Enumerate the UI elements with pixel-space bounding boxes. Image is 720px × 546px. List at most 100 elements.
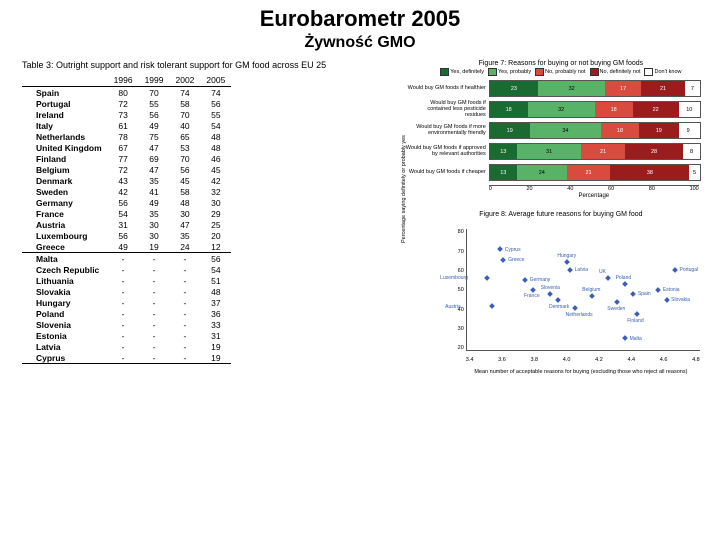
table-row: Malta---56	[22, 253, 231, 265]
scatter-label: Germany	[530, 277, 551, 283]
fig8-yticks: 80706050403020	[446, 229, 464, 351]
scatter-point	[564, 259, 570, 265]
scatter-point	[531, 287, 537, 293]
scatter-label: Slovakia	[671, 297, 690, 303]
scatter-point	[567, 267, 573, 273]
legend-item: Yes, probably	[488, 68, 531, 76]
figure-7: Figure 7: Reasons for buying or not buyi…	[406, 60, 716, 199]
scatter-label: Finland	[627, 318, 643, 324]
main-title: Eurobarometr 2005	[0, 6, 720, 32]
scatter-label: Greece	[508, 257, 524, 263]
table-header: 2005	[200, 74, 231, 87]
data-table: 1996199920022005 Spain80707474Portugal72…	[22, 74, 231, 364]
figure-8: Figure 8: Average future reasons for buy…	[406, 211, 716, 375]
table-row: Italy61494054	[22, 120, 231, 131]
table-header: 2002	[169, 74, 200, 87]
scatter-point	[664, 297, 670, 303]
fig7-xaxis: 020406080100	[489, 185, 699, 192]
table-header: 1996	[108, 74, 139, 87]
fig7-xlabel: Percentage	[489, 193, 699, 199]
scatter-point	[630, 291, 636, 297]
scatter-point	[501, 257, 507, 263]
table-header	[22, 74, 108, 87]
scatter-point	[614, 299, 620, 305]
scatter-point	[605, 275, 611, 281]
fig8-xticks: 3.43.63.84.04.24.44.64.8	[466, 357, 700, 363]
table-row: Netherlands78756548	[22, 131, 231, 142]
scatter-label: Slovenia	[541, 285, 560, 291]
table-row: Lithuania---51	[22, 275, 231, 286]
scatter-point	[622, 281, 628, 287]
table-row: Luxembourg56303520	[22, 230, 231, 241]
table-row: Spain80707474	[22, 87, 231, 99]
legend-item: No, definitely not	[590, 68, 641, 76]
table-row: Slovakia---48	[22, 286, 231, 297]
scatter-point	[572, 305, 578, 311]
table-row: Sweden42415832	[22, 186, 231, 197]
scatter-point	[655, 287, 661, 293]
scatter-point	[484, 275, 490, 281]
scatter-label: France	[524, 293, 540, 299]
table-row: Poland---36	[22, 308, 231, 319]
scatter-point	[489, 303, 495, 309]
scatter-label: Malta	[630, 336, 642, 342]
hbar-row: Would buy GM foods if healthier233217217	[406, 80, 706, 97]
fig7-legend: Yes, definitely Yes, probably No, probably…	[406, 68, 716, 76]
table-row: Estonia---31	[22, 330, 231, 341]
scatter-label: Luxembourg	[440, 275, 468, 281]
fig7-bars: Would buy GM foods if healthier233217217…	[406, 80, 706, 181]
scatter-point	[522, 277, 528, 283]
scatter-label: Poland	[616, 275, 632, 281]
scatter-label: Austria	[445, 304, 461, 310]
scatter-label: Belgium	[582, 287, 600, 293]
fig8-title: Figure 8: Average future reasons for buy…	[406, 211, 716, 218]
scatter-label: Estonia	[663, 287, 680, 293]
table-row: Slovenia---33	[22, 319, 231, 330]
table-row: Cyprus---19	[22, 352, 231, 364]
scatter-label: UK	[599, 269, 606, 275]
hbar-row: Would buy GM foods if approved by releva…	[406, 143, 706, 160]
fig8-plot: LuxembourgAustriaCyprusGreeceGermanyFran…	[466, 229, 700, 351]
table-row: Ireland73567055	[22, 109, 231, 120]
legend-item: Don't know	[644, 68, 681, 76]
table-row: Austria31304725	[22, 219, 231, 230]
table-row: Belgium72475645	[22, 164, 231, 175]
legend-item: Yes, definitely	[440, 68, 484, 76]
scatter-point	[547, 291, 553, 297]
scatter-label: Latvia	[575, 267, 588, 273]
table-row: Denmark43354542	[22, 175, 231, 186]
scatter-label: Denmark	[549, 304, 569, 310]
table-caption: Table 3: Outright support and risk toler…	[22, 60, 400, 70]
scatter-point	[497, 247, 503, 253]
hbar-row: Would buy GM foods if more environmental…	[406, 122, 706, 139]
fig8-ylabel: Percentage saying definitely or probably…	[401, 135, 407, 243]
table-row: France54353029	[22, 208, 231, 219]
table-row: Greece49192412	[22, 241, 231, 253]
subtitle: Żywność GMO	[0, 34, 720, 52]
scatter-label: Cyprus	[505, 247, 521, 253]
table-row: United Kingdom67475348	[22, 142, 231, 153]
scatter-label: Sweden	[607, 306, 625, 312]
scatter-point	[622, 335, 628, 341]
scatter-point	[589, 293, 595, 299]
table-row: Latvia---19	[22, 341, 231, 352]
scatter-label: Hungary	[557, 253, 576, 259]
table-row: Czech Republic---54	[22, 264, 231, 275]
scatter-point	[672, 267, 678, 273]
fig8-xlabel: Mean number of acceptable reasons for bu…	[406, 369, 716, 375]
hbar-row: Would buy GM foods if cheaper132421385	[406, 164, 706, 181]
table-row: Finland77697046	[22, 153, 231, 164]
scatter-label: Portugal	[679, 267, 698, 273]
legend-item: No, probably not	[535, 68, 585, 76]
scatter-label: Spain	[638, 291, 651, 297]
table-row: Portugal72555856	[22, 98, 231, 109]
table-row: Hungary---37	[22, 297, 231, 308]
fig7-title: Figure 7: Reasons for buying or not buyi…	[406, 60, 716, 67]
table-header: 1999	[139, 74, 170, 87]
table-row: Germany56494830	[22, 197, 231, 208]
scatter-point	[634, 311, 640, 317]
scatter-label: Netherlands	[566, 312, 593, 318]
scatter-point	[555, 297, 561, 303]
hbar-row: Would buy GM foods if contained less pes…	[406, 101, 706, 118]
table-panel: Table 3: Outright support and risk toler…	[0, 60, 406, 375]
